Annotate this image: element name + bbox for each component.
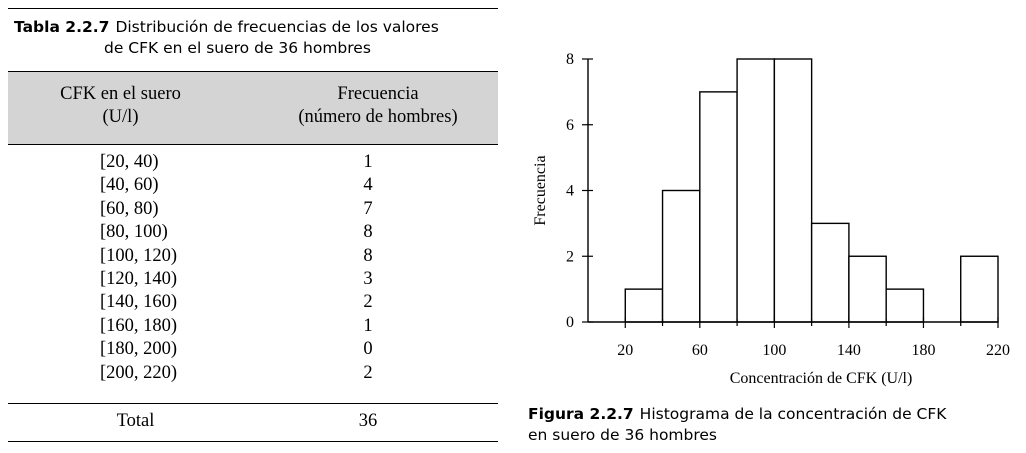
figure-caption: Figura 2.2.7 Histograma de la concentraci…: [528, 404, 1008, 446]
table-caption-line2: de CFK en el suero de 36 hombres: [104, 39, 371, 57]
interval-cell: [60, 80): [100, 198, 159, 219]
table-caption-number: Tabla 2.2.7: [14, 18, 110, 36]
interval-cell: [160, 180): [100, 315, 178, 336]
interval-cell: [120, 140): [100, 268, 178, 289]
histogram-bar: [773, 58, 813, 323]
frequency-cell: 4: [363, 175, 373, 196]
histogram-bar: [736, 58, 776, 323]
y-tick-label: 8: [566, 51, 574, 68]
interval-cell: [100, 120): [100, 245, 178, 266]
frequency-cell: 3: [363, 268, 373, 289]
interval-cell: [180, 200): [100, 339, 178, 360]
x-tick-label: 180: [911, 342, 935, 359]
column-header-frequency: Frecuencia (número de hombres): [268, 83, 488, 129]
table-caption-line1: Distribución de frecuencias de los valor…: [115, 18, 439, 36]
column-header-cfk-line2: (U/l): [102, 107, 139, 127]
x-tick-label: 220: [986, 342, 1010, 359]
interval-cell: [80, 100): [100, 222, 168, 243]
column-header-frequency-line2: (número de hombres): [298, 107, 458, 127]
column-header-cfk: CFK en el suero (U/l): [18, 83, 223, 129]
histogram-bar: [624, 288, 664, 323]
histogram-bar: [810, 222, 850, 323]
column-header-frequency-line1: Frecuencia: [337, 84, 419, 104]
table-row: [160, 180) 1: [8, 315, 498, 338]
frequency-table: Tabla 2.2.7 Distribución de frecuencias d…: [8, 8, 498, 442]
x-tick-label: 60: [692, 342, 708, 359]
interval-cell: [40, 60): [100, 175, 159, 196]
table-row: [40, 60) 4: [8, 174, 498, 197]
histogram-bar: [848, 255, 887, 323]
interval-cell: [20, 40): [100, 152, 159, 172]
total-value: 36: [358, 411, 378, 431]
histogram-chart: 20 60 100 140 180 220 0 2 4 6 8 Concentración de …: [532, 51, 1010, 387]
frequency-cell: 8: [363, 222, 373, 243]
table-row: [80, 100) 8: [8, 221, 498, 244]
y-tick-label: 0: [566, 314, 574, 331]
frequency-cell: 1: [363, 315, 373, 336]
x-axis-ticks: 20 60 100 140 180 220: [617, 317, 1010, 359]
figure-caption-number: Figura 2.2.7: [528, 405, 634, 423]
table-row: [200, 220) 2: [8, 362, 498, 385]
x-axis-label: Concentración de CFK (U/l): [730, 370, 913, 387]
frequency-cell: 2: [363, 362, 373, 383]
y-axis-ticks: 0 2 4 6 8: [566, 51, 593, 331]
y-tick-label: 2: [566, 248, 574, 265]
column-header-cfk-line1: CFK en el suero: [60, 84, 181, 104]
histogram-bar: [699, 91, 738, 323]
y-axis-label: Frecuencia: [532, 155, 549, 225]
table-caption: Tabla 2.2.7 Distribución de frecuencias d…: [14, 17, 494, 59]
interval-cell: [200, 220): [100, 362, 178, 383]
table-row: [140, 160) 2: [8, 291, 498, 314]
table-row: [180, 200) 0: [8, 338, 498, 361]
figure-caption-line1: Histograma de la concentración de CFK: [639, 405, 947, 423]
table-row: [100, 120) 8: [8, 245, 498, 268]
histogram-bar: [885, 288, 925, 323]
table-body: [20, 40) 1 [40, 60) 4 [60, 80) 7 [80, 100) 8…: [8, 151, 498, 385]
frequency-cell: 7: [363, 198, 373, 219]
table-total-row: Total 36: [8, 403, 498, 442]
total-label: Total: [116, 411, 155, 431]
table-row: [120, 140) 3: [8, 268, 498, 291]
histogram-bar: [661, 189, 701, 323]
frequency-cell: 1: [363, 152, 373, 172]
x-tick-label: 100: [762, 342, 786, 359]
y-tick-label: 4: [566, 183, 574, 200]
x-tick-label: 140: [837, 342, 861, 359]
interval-cell: [140, 160): [100, 292, 178, 313]
frequency-cell: 2: [363, 292, 373, 313]
table-row: [20, 40) 1: [8, 151, 498, 174]
figure-caption-line2: en suero de 36 hombres: [528, 426, 718, 444]
histogram-bar: [960, 255, 999, 323]
frequency-cell: 0: [363, 339, 373, 360]
frequency-cell: 8: [363, 245, 373, 266]
y-tick-label: 6: [566, 117, 574, 134]
x-tick-label: 20: [617, 342, 633, 359]
table-row: [60, 80) 7: [8, 198, 498, 221]
histogram-bars: [624, 58, 999, 323]
table-header: CFK en el suero (U/l) Frecuencia (número…: [8, 71, 498, 145]
